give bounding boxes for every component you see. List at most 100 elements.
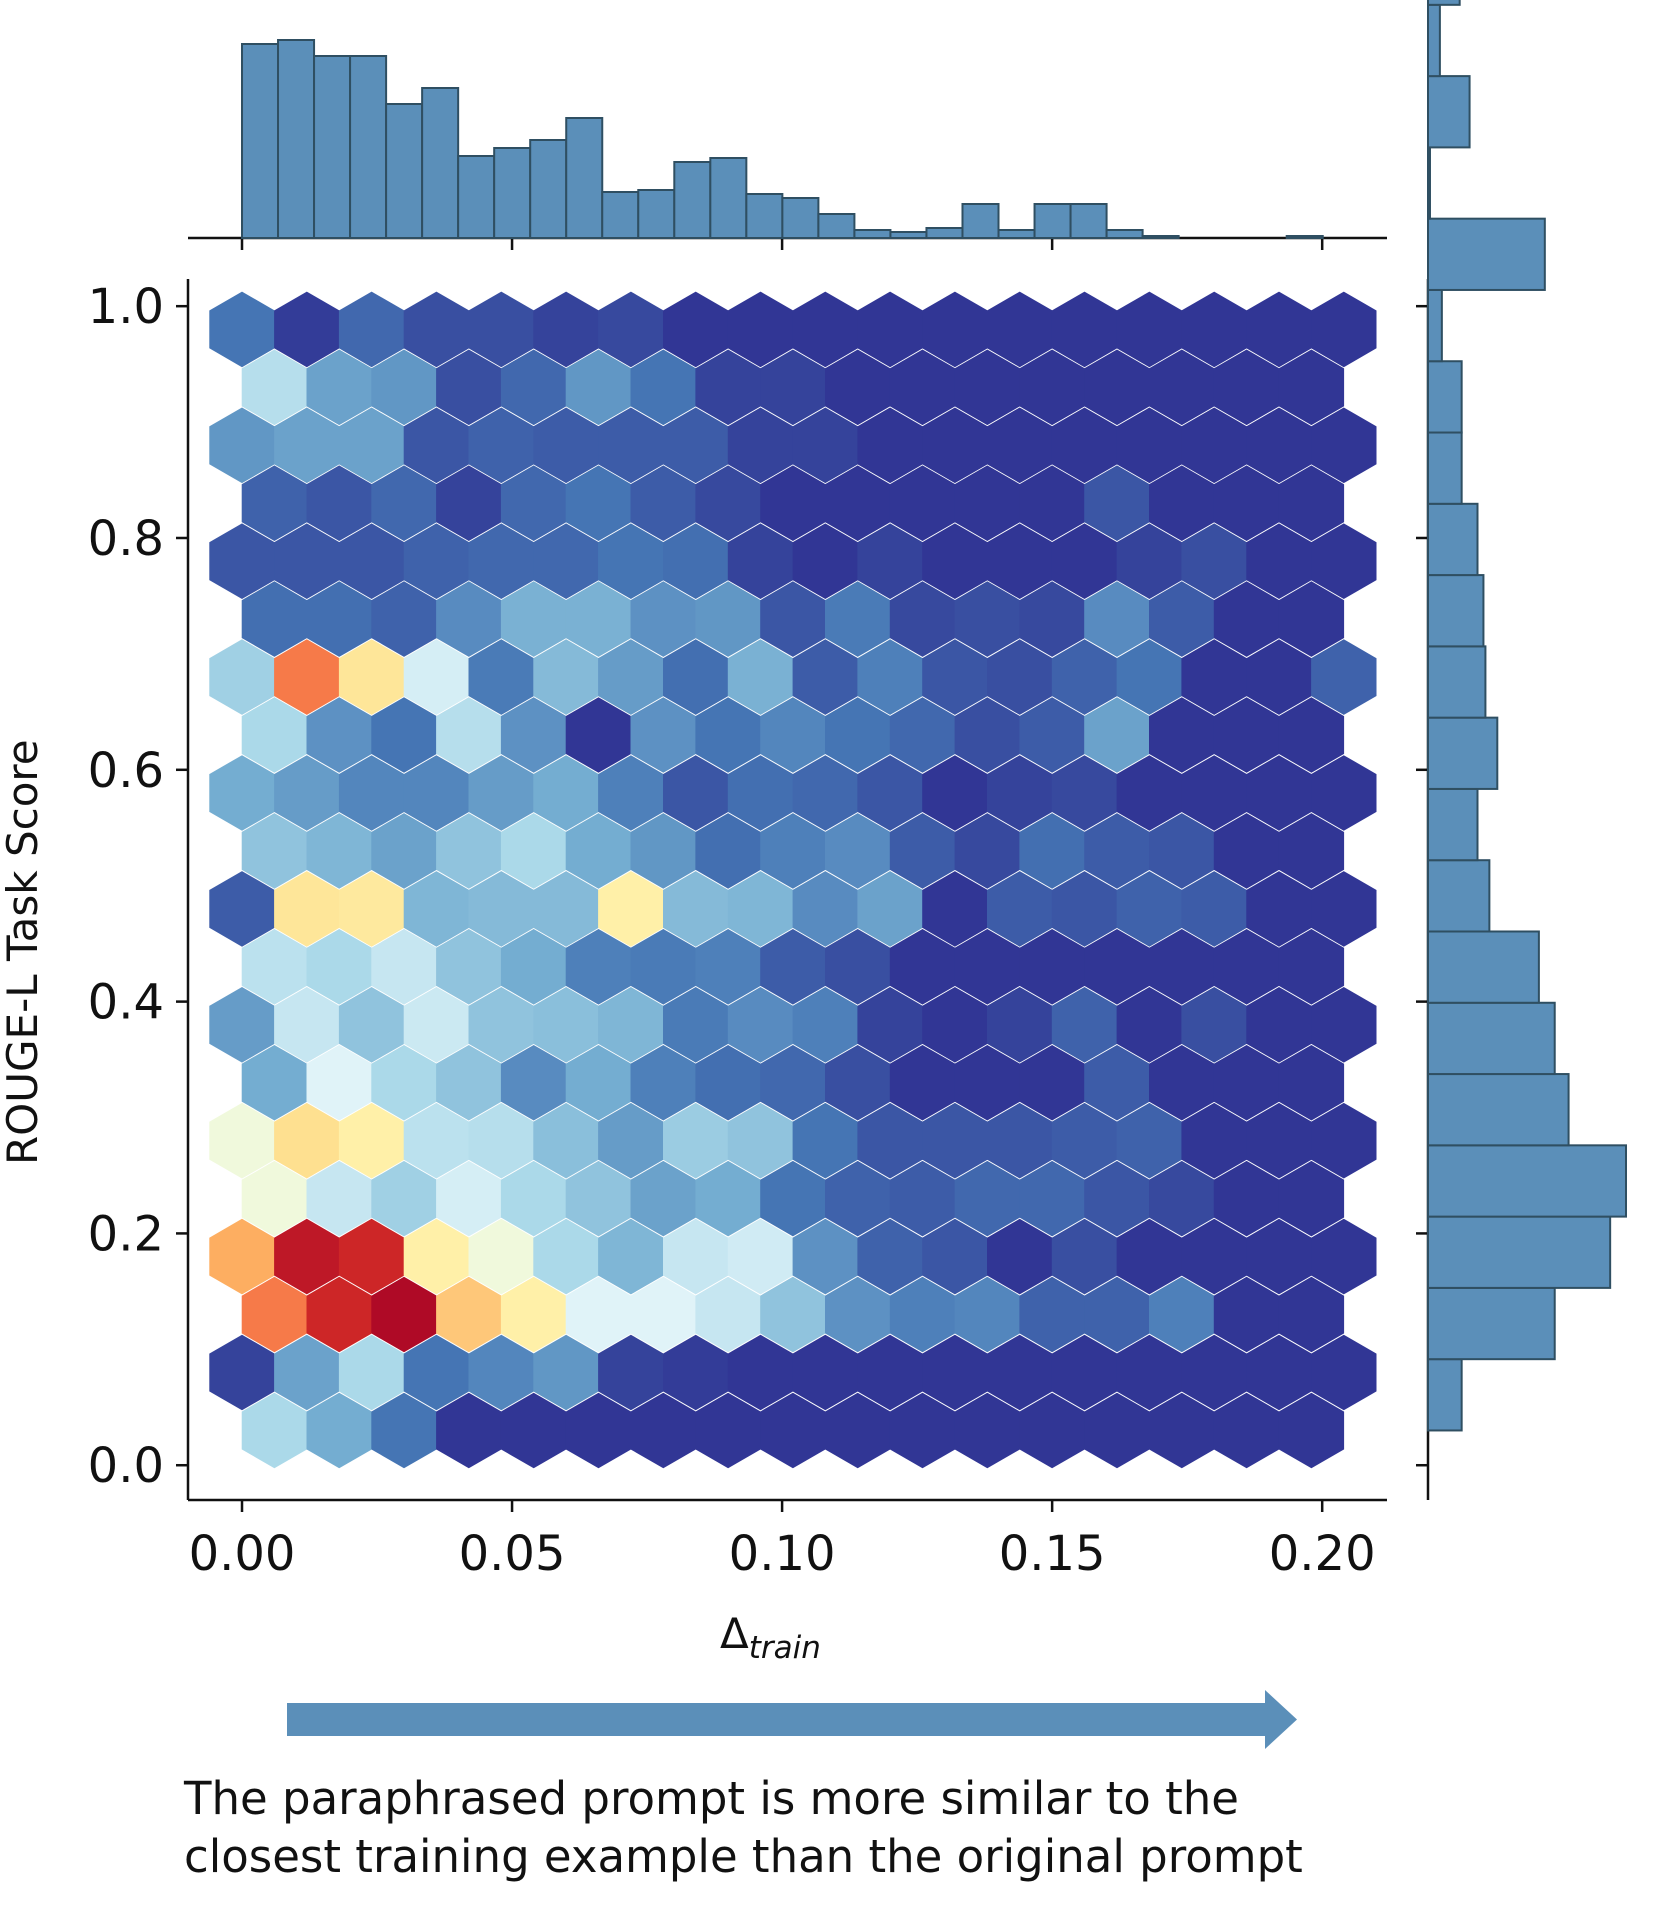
top-hist-bar [925,227,964,239]
right-hist-bar [1427,859,1491,933]
y-tick-label: 0.6 [88,743,164,799]
right-hist-bar [1427,431,1463,505]
hex-cell [922,639,988,715]
hex-cell [792,987,858,1063]
hex-cell [598,407,664,484]
hex-cell [274,755,340,831]
hex-cell [1084,929,1150,1005]
top-hist-bar [457,155,496,239]
hex-cell [889,1045,956,1121]
hex-cell [209,871,275,947]
hex-cell [1051,755,1118,831]
hex-cell [533,755,599,831]
hex-cell [922,987,988,1063]
hex-cell [987,407,1053,484]
hex-cell [209,639,275,715]
hex-cell [468,407,534,484]
hex-cell [1084,813,1150,889]
hex-cell [500,349,567,426]
hex-cell [727,407,794,484]
hex-cell [533,1102,599,1179]
hex-cell [663,1218,729,1295]
hex-cell [1116,987,1183,1063]
hex-cell [274,291,340,368]
right-hist-bar [1427,930,1540,1004]
hex-cell [954,349,1021,426]
hex-cell [1051,871,1118,947]
hex-cell [306,813,372,889]
hex-cell [1084,1045,1150,1121]
top-hist-bar [1141,235,1180,239]
hex-cell [760,349,826,426]
hex-cell [760,581,826,657]
hex-cell [663,523,729,599]
hex-cell [338,755,405,831]
hex-cell [663,639,729,715]
hex-cell [889,1160,956,1237]
hex-cell [954,1392,1021,1469]
hex-cell [792,291,858,368]
hex-cell [857,639,923,715]
caption: The paraphrased prompt is more similar t… [184,1770,1644,1886]
hex-cell [371,581,437,657]
hex-cell [598,639,664,715]
hex-cell [1116,871,1183,947]
hex-cell [987,1334,1053,1411]
hex-cell [857,755,923,831]
hex-cell [1246,639,1312,715]
hex-cell [727,291,794,368]
hex-cell [1278,465,1345,541]
hex-cell [500,1392,567,1469]
right-hist-bar [1427,1215,1612,1289]
hex-cell [468,755,534,831]
hex-cell [760,813,826,889]
hex-cell [306,581,372,657]
hex-cell [1019,349,1085,426]
x-axis-label: Δtrain [720,1609,821,1666]
right-hist-bar [1427,1286,1556,1361]
hex-cell [954,1160,1021,1237]
hex-cell [598,523,664,599]
hex-cell [1246,755,1312,831]
hex-cell [565,349,632,426]
right-hist-bar [1427,1358,1463,1432]
hex-cell [436,697,502,773]
hex-cell [1311,987,1377,1063]
hex-cell [889,349,956,426]
hex-cell [436,349,502,426]
hex-cell [274,1218,340,1295]
hex-cell [889,813,956,889]
right-hist-bar [1427,716,1499,790]
hex-cell [306,1392,372,1469]
hex-cell [1019,581,1085,657]
x-axis-label-subscript: train [749,1630,821,1666]
hex-cell [274,639,340,715]
hex-cell [598,291,664,368]
hex-cell [1246,291,1312,368]
hex-cell [436,813,502,889]
hex-cell [663,291,729,368]
hex-cell [371,1276,437,1353]
hex-cell [306,349,372,426]
top-hist-bar [349,55,388,239]
arrow-head [1265,1690,1297,1749]
x-tick-label: 0.10 [729,1526,836,1582]
top-hist-bar [889,231,928,239]
hex-cell [468,1218,534,1295]
hex-cell [1019,1392,1085,1469]
hex-cell [1084,465,1150,541]
hex-cell [954,1276,1021,1353]
hex-cell [1278,1045,1345,1121]
hex-cell [468,871,534,947]
hex-cell [403,291,470,368]
top-hist-bar [421,87,460,239]
hex-cell [1084,1392,1150,1469]
hex-cell [857,871,923,947]
hex-cell [1116,291,1183,368]
hex-cell [857,987,923,1063]
hex-cell [1311,407,1377,484]
hex-cell [1051,639,1118,715]
hex-cell [825,697,891,773]
hex-cell [468,639,534,715]
hex-cell [1019,1276,1085,1353]
